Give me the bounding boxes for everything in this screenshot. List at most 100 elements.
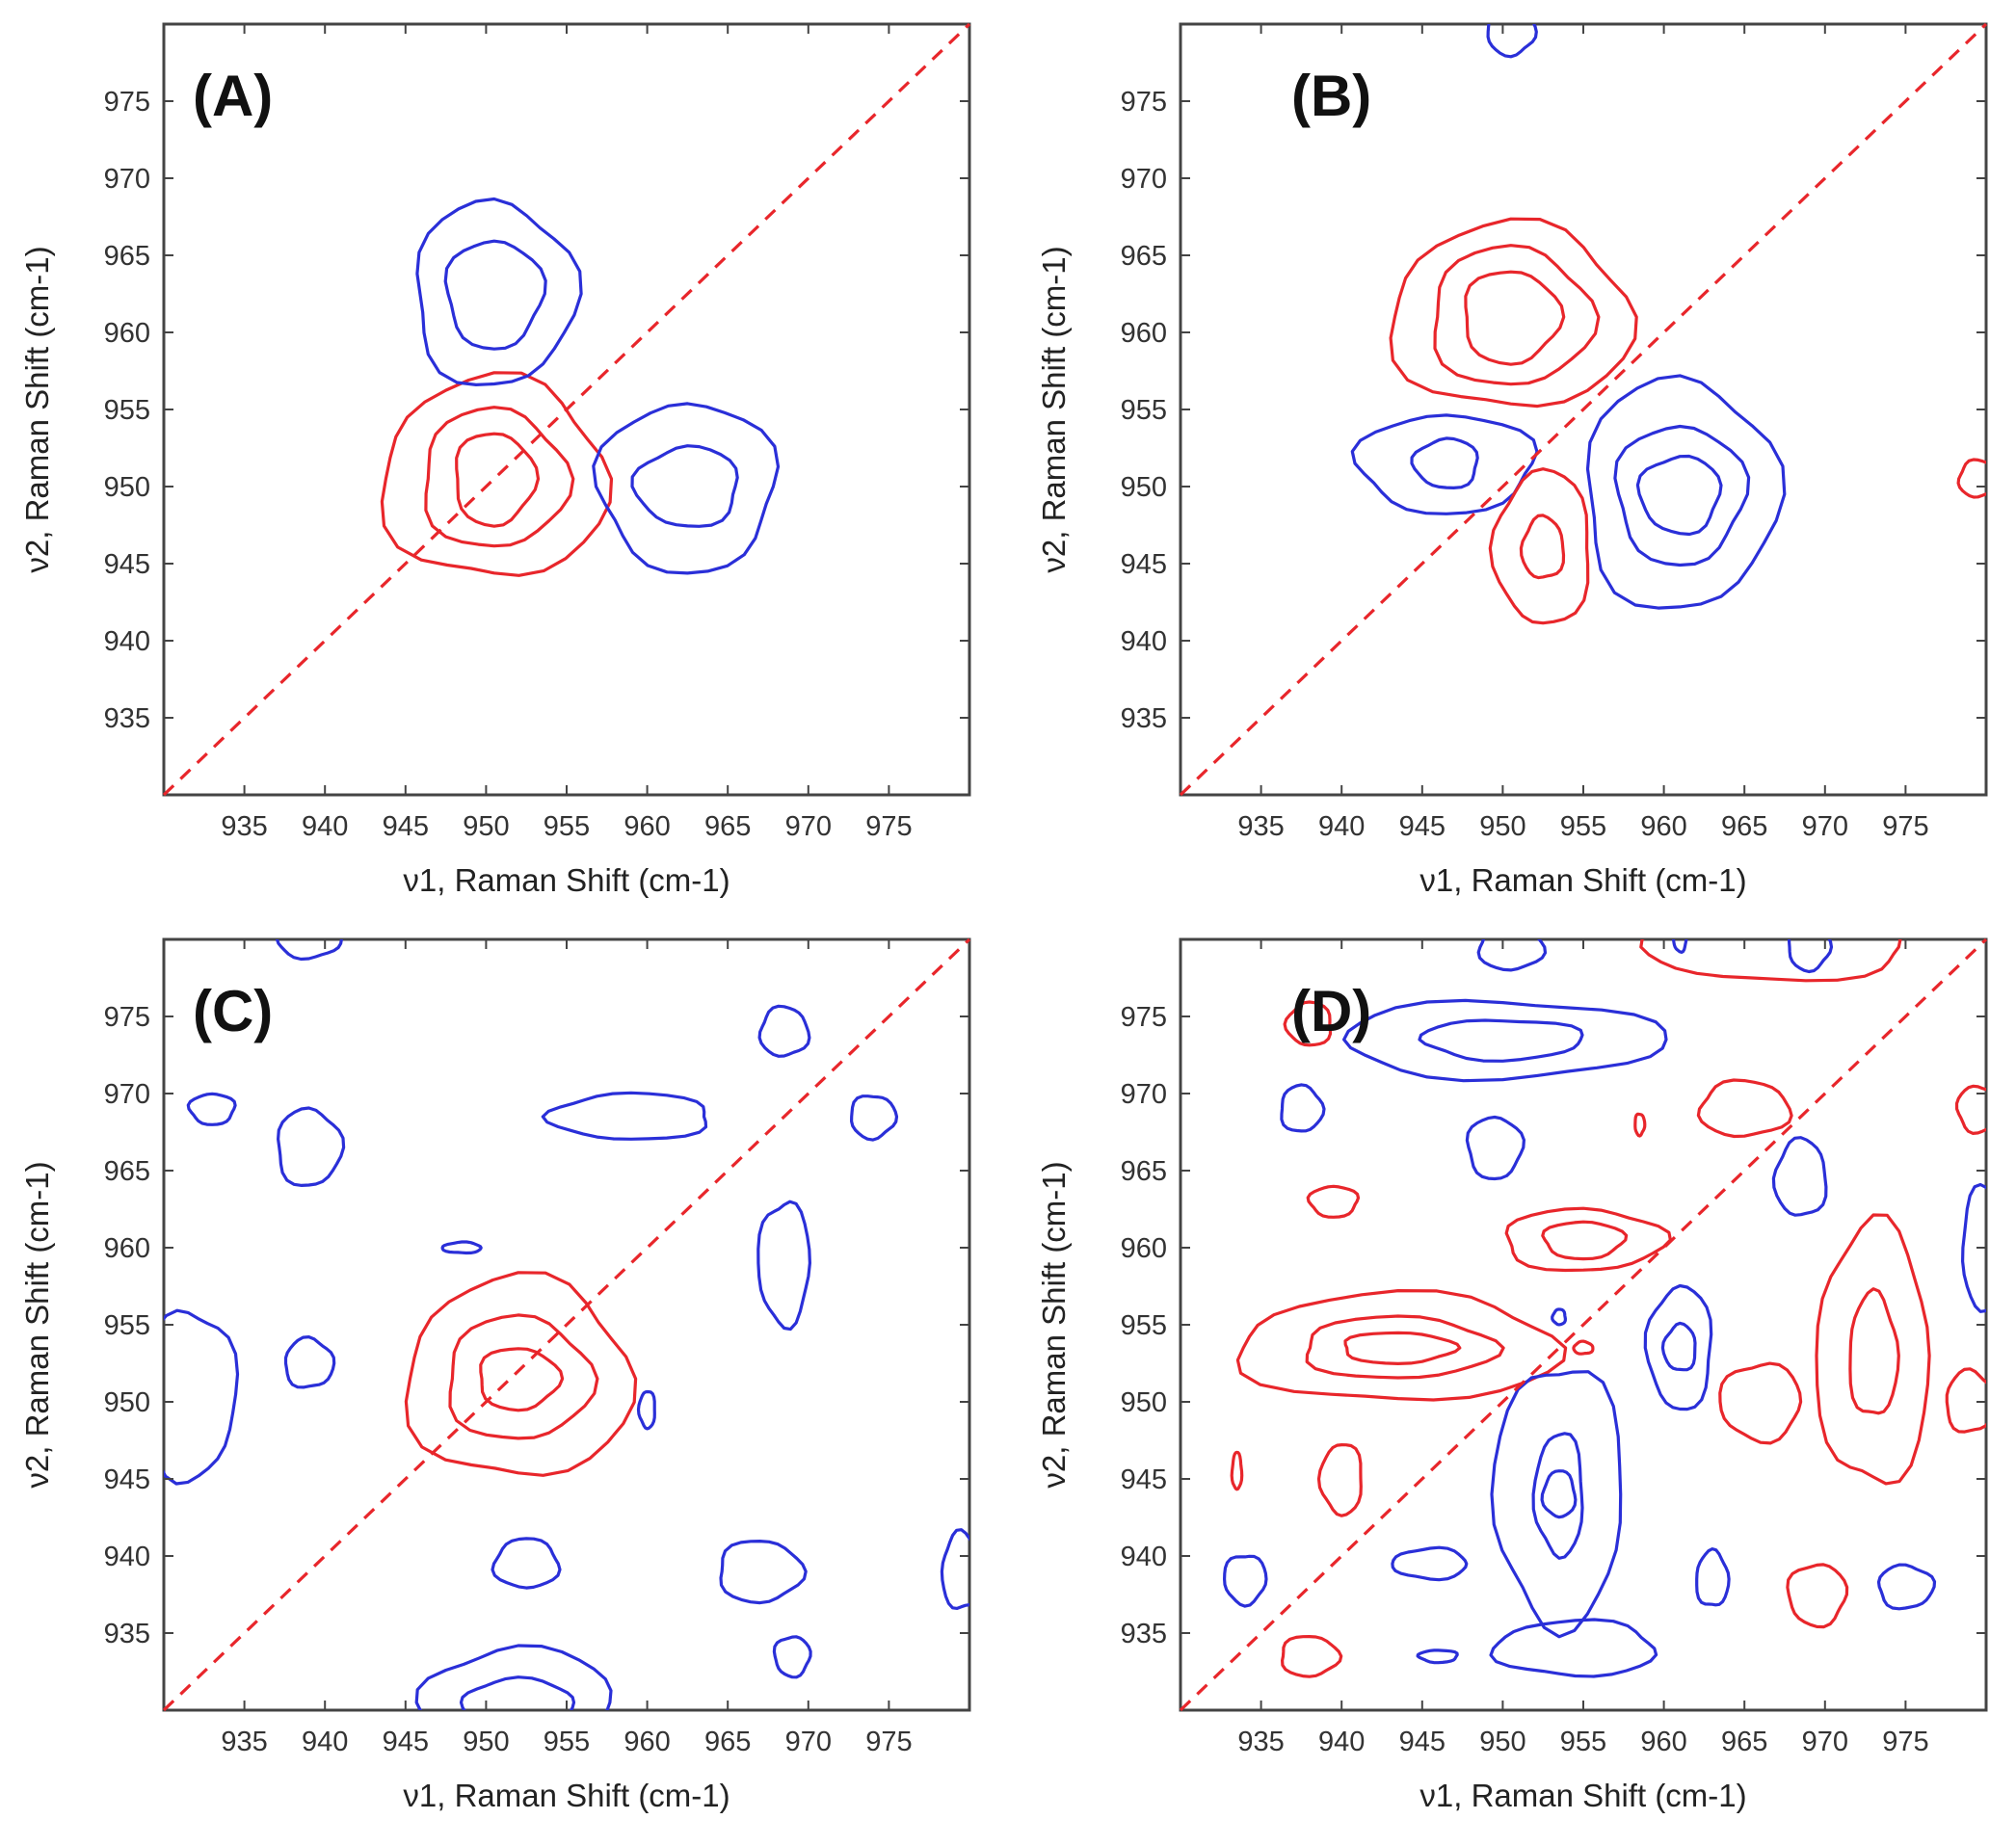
panel-d-contour-negative (1771, 1136, 1828, 1217)
panel-c-y-tick-label: 945 (104, 1464, 150, 1495)
panel-c-x-tick-label: 960 (623, 1727, 670, 1757)
panel-b-diagonal (1179, 22, 1988, 797)
panel-d-y-tick-label: 955 (1121, 1310, 1167, 1341)
panel-c-label: (C) (193, 979, 273, 1043)
panel-b-y-tick-label: 970 (1121, 164, 1167, 195)
panel-c-x-tick-label: 935 (221, 1727, 267, 1757)
panel-d-ticks: 935 940 945 950 955 960 965 970 975 935 940 945 950 9… (1121, 939, 1986, 1757)
panel-b-contour-positive (1464, 270, 1566, 366)
panel-c-contour-negative (459, 1675, 576, 1710)
panel-d: 935 940 945 950 955 960 965 970 975 935 940 945 950 9… (1036, 937, 1988, 1813)
panel-b-y-tick-label: 965 (1121, 241, 1167, 272)
panel-d-contour-negative (1490, 1370, 1623, 1639)
panel-d-x-tick-label: 975 (1882, 1727, 1928, 1757)
panel-d-contour-positive (1504, 1206, 1672, 1273)
panel-a-y-tick-label: 940 (104, 626, 150, 657)
panel-a: 935 940 945 950 955 960 965 970 975 935 940 945 950 9… (19, 22, 971, 898)
panel-d-contour-positive (1718, 1361, 1803, 1445)
panel-b-x-tick-label: 950 (1479, 811, 1525, 842)
panel-c-y-tick-label: 955 (104, 1310, 150, 1341)
panel-a-y-tick-label: 950 (104, 472, 150, 503)
panel-d-x-tick-label: 970 (1802, 1727, 1848, 1757)
panel-b-contour-negative (1486, 24, 1538, 59)
panel-b-y-tick-label: 960 (1121, 318, 1167, 349)
panel-c-contour-negative (414, 1644, 613, 1710)
panel-d-y-tick-label: 970 (1121, 1079, 1167, 1110)
panel-b-x-tick-label: 970 (1802, 811, 1848, 842)
panel-a-x-axis-label: ν1, Raman Shift (cm-1) (403, 862, 729, 898)
panel-d-contour-positive (1283, 1000, 1333, 1047)
panel-b-y-tick-label: 955 (1121, 395, 1167, 426)
panel-d-contour-positive (1230, 1450, 1244, 1491)
panel-c-contour-negative (541, 1091, 708, 1141)
panel-d-x-tick-label: 935 (1237, 1727, 1284, 1757)
panel-a-y-tick-label: 970 (104, 164, 150, 195)
panel-d-contour-negative (1540, 1469, 1578, 1519)
panel-d-contour-negative (1391, 1545, 1469, 1582)
panel-d-diagonal-line (1179, 937, 1988, 1712)
panel-a-y-tick-label: 965 (104, 241, 150, 272)
panel-a-contour-positive (455, 432, 541, 528)
panel-d-contour-positive (1280, 1634, 1343, 1678)
panel-d-x-tick-label: 945 (1399, 1727, 1446, 1757)
panel-a-x-tick-label: 950 (463, 811, 509, 842)
panel-c-x-axis-label: ν1, Raman Shift (cm-1) (403, 1778, 729, 1813)
panel-d-contour-negative (1960, 1182, 1986, 1313)
panel-b-x-tick-label: 945 (1399, 811, 1446, 842)
panel-a-contour-negative (592, 402, 781, 575)
panel-d-y-tick-label: 975 (1121, 1002, 1167, 1033)
panel-c-y-tick-label: 950 (104, 1387, 150, 1418)
panel-c-y-tick-label: 975 (104, 1002, 150, 1033)
panel-b-contour-negative (1350, 413, 1539, 515)
panel-d-y-tick-label: 950 (1121, 1387, 1167, 1418)
panel-d-contour-positive (1945, 1367, 1986, 1434)
panel-d-x-tick-label: 965 (1721, 1727, 1767, 1757)
panel-a-x-tick-label: 970 (785, 811, 832, 842)
panel-c-y-tick-label: 970 (104, 1079, 150, 1110)
panel-a-diagonal (162, 22, 971, 797)
panel-d-contour-negative (1643, 1283, 1713, 1411)
panel-b-contour-positive (1956, 458, 1986, 499)
panel-a-y-tick-label: 935 (104, 703, 150, 734)
panel-d-x-tick-label: 940 (1318, 1727, 1365, 1757)
panel-c-x-tick-label: 970 (785, 1727, 832, 1757)
panel-d-contour-positive (1572, 1339, 1595, 1356)
panel-a-x-tick-label: 935 (221, 811, 267, 842)
panel-b-y-tick-label: 975 (1121, 87, 1167, 118)
panel-d-contour-negative (1876, 1563, 1937, 1611)
panel-b-ticks: 935 940 945 950 955 960 965 970 975 935 940 945 950 9… (1121, 24, 1986, 842)
panel-d-contour-positive (1305, 1314, 1505, 1380)
panel-d-contour-negative (1531, 1432, 1584, 1560)
panel-c-contour-negative (636, 1389, 656, 1431)
panel-d-contour-positive (1343, 1331, 1462, 1365)
panel-b-contour-positive (1433, 244, 1601, 386)
panel-b-contour-negative (1613, 424, 1751, 567)
panel-d-contour-negative (1476, 939, 1548, 972)
panel-c-contour-negative (186, 1092, 237, 1126)
panel-c-contour-negative (756, 1200, 812, 1332)
panel-b-y-tick-label: 945 (1121, 549, 1167, 580)
panel-d-y-axis-label: ν2, Raman Shift (cm-1) (1036, 1161, 1072, 1488)
panel-d-contour-negative (1418, 1018, 1584, 1063)
panel-a-contour-negative (443, 239, 547, 351)
panel-d-contour-positive (1696, 1078, 1793, 1139)
panel-b-x-tick-label: 960 (1640, 811, 1686, 842)
panel-d-contour-negative (1222, 1554, 1268, 1608)
panel-d-contour-negative (1280, 1083, 1326, 1133)
panel-c-y-tick-label: 960 (104, 1233, 150, 1264)
panel-a-contour-positive (380, 371, 614, 577)
panel-b-x-tick-label: 935 (1237, 811, 1284, 842)
panel-b-contours (1350, 24, 1986, 625)
panel-b-x-tick-label: 940 (1318, 811, 1365, 842)
panel-a-contour-negative (630, 444, 739, 528)
panel-a-x-tick-label: 955 (544, 811, 590, 842)
panel-b-contour-positive (1389, 217, 1638, 409)
panel-d-x-tick-label: 960 (1640, 1727, 1686, 1757)
panel-d-contour-positive (1316, 1442, 1363, 1517)
panel-d-y-tick-label: 935 (1121, 1619, 1167, 1649)
panel-d-contour-positive (1235, 1289, 1568, 1402)
panel-a-label: (A) (193, 64, 273, 128)
panel-d-contour-negative (1416, 1648, 1459, 1665)
panel-d-contour-positive (1639, 939, 1902, 983)
panel-c-contour-negative (719, 1539, 808, 1605)
